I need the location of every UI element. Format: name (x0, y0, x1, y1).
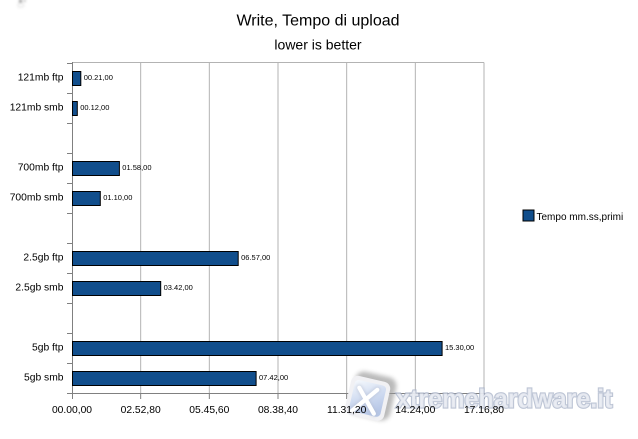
svg-text:06.57,00: 06.57,00 (241, 253, 270, 262)
svg-text:01.58,00: 01.58,00 (122, 163, 151, 172)
svg-text:Write, Tempo di upload: Write, Tempo di upload (236, 13, 399, 30)
svg-text:5gb ftp: 5gb ftp (32, 343, 64, 354)
svg-text:700mb smb: 700mb smb (10, 193, 64, 204)
svg-text:08.38,40: 08.38,40 (258, 405, 298, 416)
svg-text:2.5gb smb: 2.5gb smb (15, 283, 63, 294)
svg-text:11.31,20: 11.31,20 (327, 405, 367, 416)
svg-text:121mb smb: 121mb smb (10, 103, 64, 114)
svg-text:lower is better: lower is better (274, 37, 361, 53)
svg-text:00.21,00: 00.21,00 (84, 73, 113, 82)
svg-text:15.30,00: 15.30,00 (445, 343, 474, 352)
svg-text:2.5gb ftp: 2.5gb ftp (23, 253, 63, 264)
svg-text:00.12,00: 00.12,00 (80, 103, 109, 112)
svg-text:00.00,00: 00.00,00 (52, 405, 92, 416)
svg-text:xtremehardware.it: xtremehardware.it (396, 386, 613, 414)
svg-text:02.52,80: 02.52,80 (121, 405, 161, 416)
svg-text:05.45,60: 05.45,60 (189, 405, 229, 416)
svg-text:5gb smb: 5gb smb (24, 373, 64, 384)
svg-text:121mb ftp: 121mb ftp (18, 73, 64, 84)
svg-text:Tempo mm.ss,primi: Tempo mm.ss,primi (537, 212, 624, 223)
svg-text:xtremehardware.it: xtremehardware.it (396, 386, 613, 414)
svg-text:01.10,00: 01.10,00 (103, 193, 132, 202)
svg-text:03.42,00: 03.42,00 (164, 283, 193, 292)
svg-text:17.16,80: 17.16,80 (464, 405, 504, 416)
svg-text:07.42,00: 07.42,00 (259, 373, 288, 382)
svg-text:700mb ftp: 700mb ftp (18, 163, 64, 174)
svg-text:14.24,00: 14.24,00 (395, 405, 435, 416)
